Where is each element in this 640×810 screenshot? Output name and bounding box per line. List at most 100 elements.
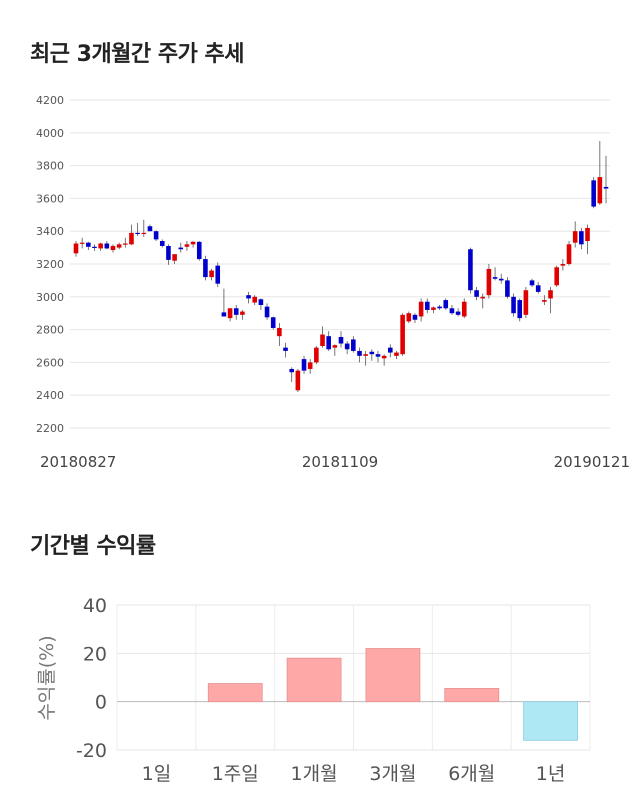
candle-body [443, 300, 449, 309]
candle-body [135, 232, 140, 235]
x-date-label: 20180827 [40, 453, 116, 471]
candle-body [73, 243, 79, 254]
candle-body [184, 244, 190, 247]
candle-body [572, 231, 578, 243]
x-category-label: 1개월 [291, 763, 338, 785]
candle-body [123, 243, 128, 245]
y-tick-label: 2400 [36, 389, 64, 402]
candle-body [258, 299, 264, 305]
candle-body [431, 307, 436, 310]
y-tick-label: 0 [95, 692, 107, 714]
candle-body [388, 347, 393, 353]
y-tick-label: 4200 [36, 94, 64, 107]
candle-body [252, 296, 258, 303]
candle-body [264, 306, 270, 318]
candle-body [517, 300, 523, 319]
candle-body [511, 296, 516, 314]
y-tick-label: 4000 [36, 127, 64, 140]
candle-body [461, 301, 467, 317]
y-axis-label: 수익률(%) [36, 635, 58, 720]
candle-body [505, 280, 510, 297]
candle-body [153, 231, 159, 240]
candle-body [110, 245, 116, 251]
y-tick-label: 3200 [36, 258, 64, 271]
candle-body [92, 246, 97, 248]
candle-body [468, 249, 473, 291]
candle-body [344, 343, 350, 350]
price-trend-title: 최근 3개월간 주가 추세 [30, 42, 244, 67]
candle-body [98, 243, 103, 249]
candle-body [270, 317, 276, 328]
x-category-label: 3개월 [369, 763, 416, 785]
candle-body [159, 241, 165, 246]
candle-body [295, 370, 301, 391]
candle-body [357, 350, 362, 356]
return-bar [286, 657, 342, 703]
candle-body [314, 347, 319, 363]
y-tick-label: 2200 [36, 422, 64, 435]
candle-body [363, 354, 368, 356]
candle-body [178, 247, 184, 250]
candle-body [86, 242, 91, 247]
candle-body [209, 270, 214, 278]
x-date-label: 20190121 [554, 453, 630, 471]
candle-body [437, 306, 442, 309]
candle-body [240, 311, 245, 315]
candle-body [579, 231, 584, 245]
x-category-label: 1주일 [212, 763, 259, 785]
candle-body [233, 308, 239, 315]
candle-body [492, 277, 498, 279]
candle-body [141, 232, 147, 235]
candle-body [480, 296, 486, 299]
y-tick-label: 3000 [36, 291, 64, 304]
candle-body [548, 290, 553, 299]
candle-body [375, 354, 381, 357]
candle-body [455, 311, 461, 315]
candle-body [351, 339, 356, 351]
y-tick-label: 3800 [36, 160, 64, 173]
candle-body [332, 345, 338, 348]
candle-body [196, 241, 202, 260]
candle-body [147, 226, 153, 232]
candle-body [221, 312, 227, 317]
candle-body [104, 243, 110, 249]
candle-body [79, 242, 85, 244]
candle-body [498, 278, 504, 281]
candle-body [283, 347, 288, 351]
candle-body [412, 314, 418, 320]
candle-body [215, 265, 221, 284]
candle-body [424, 301, 430, 310]
candle-body [326, 336, 331, 350]
y-tick-label: 40 [83, 595, 107, 617]
return-bar [365, 648, 421, 703]
return-bar [207, 683, 263, 703]
price-candlestick-chart: 2200 2400 2600 2800 3000 3200 3400 3600 3800 4000… [36, 94, 630, 471]
candle-body [529, 280, 535, 286]
candle-body [320, 334, 325, 346]
candle-body [381, 355, 387, 359]
x-category-label: 1일 [142, 763, 172, 785]
candle-body [591, 180, 596, 207]
candle-body [560, 264, 566, 266]
candle-body [289, 368, 294, 373]
candle-body [190, 241, 196, 245]
return-bar [523, 701, 578, 741]
candle-body [301, 359, 307, 371]
y-tick-label: 2600 [36, 356, 64, 369]
candle-body [166, 245, 171, 260]
y-tick-label: 3600 [36, 192, 64, 205]
candle-body [129, 232, 134, 245]
y-tick-label: 2800 [36, 324, 64, 337]
y-tick-label: 20 [83, 643, 107, 665]
candle-body [542, 300, 547, 302]
candle-body [116, 244, 122, 248]
candle-body [554, 267, 559, 286]
candle-body [566, 244, 572, 264]
candle-body [246, 295, 251, 299]
candle-body [400, 314, 405, 355]
candle-body [585, 227, 590, 242]
candle-body [603, 186, 609, 189]
y-tick-label: 3400 [36, 225, 64, 238]
candle-body [406, 313, 412, 322]
candle-body [307, 362, 313, 369]
